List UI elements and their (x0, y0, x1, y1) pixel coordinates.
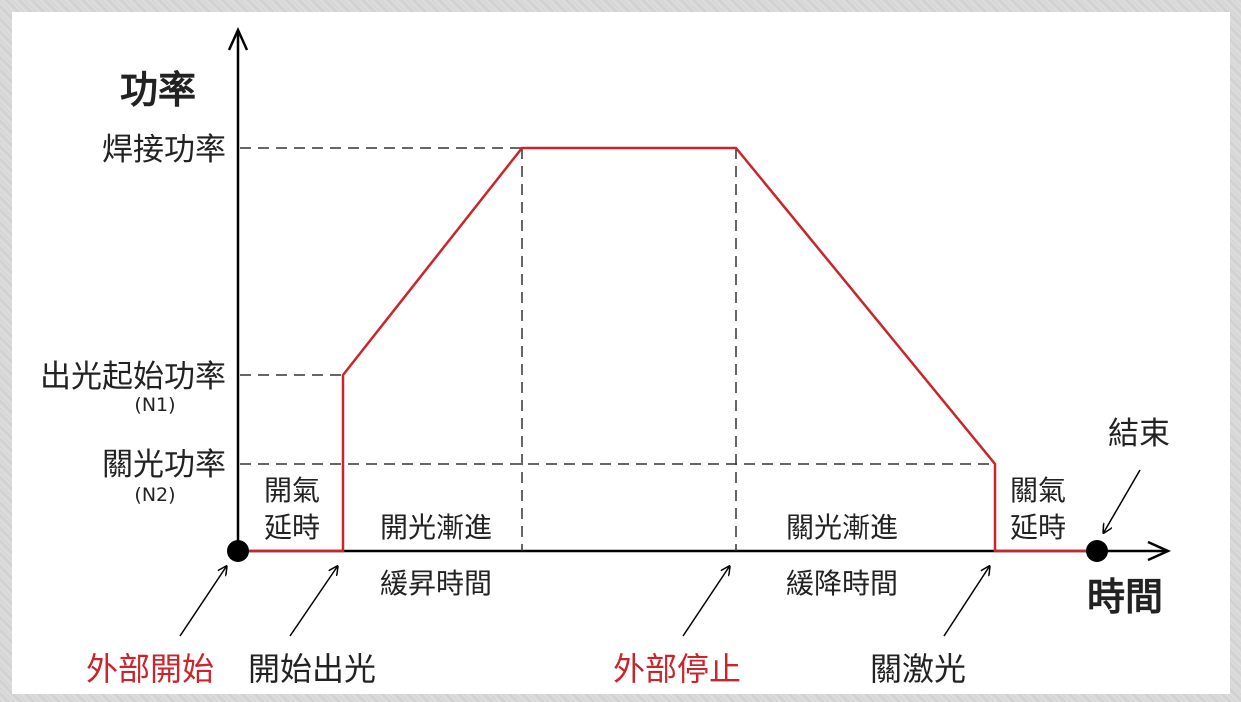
laser-off-arrow (943, 567, 989, 637)
external-stop-label: 外部停止 (613, 650, 741, 688)
gas-on-delay-line1: 開氣 (264, 474, 320, 507)
y-axis-arrow-icon (227, 26, 249, 51)
ramp-down-time-label: 緩降時間 (786, 567, 898, 600)
x-axis-label: 時間 (1087, 575, 1163, 619)
ramp-up-label: 開光漸進 (380, 511, 492, 544)
end-point (1086, 540, 1108, 562)
external-stop-arrow (682, 567, 729, 637)
power-curve (238, 146, 1097, 553)
start-emission-label: 開始出光 (248, 650, 376, 688)
ramp-up-time-label: 緩昇時間 (380, 567, 492, 600)
gas-off-delay-line2: 延時 (1010, 511, 1066, 544)
diagram-panel (12, 12, 1230, 694)
end-label: 結束 (1108, 416, 1170, 452)
off-power-code: (N2) (134, 484, 175, 506)
ramp-down-label: 關光漸進 (786, 511, 898, 544)
external-start-arrow (179, 567, 226, 637)
x-axis-arrow-icon (1147, 540, 1172, 562)
off-power-label: 關光功率 (102, 447, 226, 483)
start-power-code: (N1) (134, 394, 175, 416)
guide-lines (240, 147, 995, 551)
laser-off-label: 關激光 (870, 650, 966, 688)
gas-off-delay-line1: 關氣 (1010, 474, 1066, 507)
event-pointers (179, 469, 1141, 637)
y-axis-label: 功率 (120, 68, 196, 112)
start-emission-arrow (289, 567, 337, 637)
end-arrow (1104, 469, 1141, 532)
external-start-label: 外部開始 (86, 650, 214, 688)
start-point (227, 540, 249, 562)
start-power-label: 出光起始功率 (40, 359, 226, 395)
weld-power-label: 焊接功率 (102, 132, 226, 168)
gas-on-delay-line2: 延時 (264, 511, 320, 544)
